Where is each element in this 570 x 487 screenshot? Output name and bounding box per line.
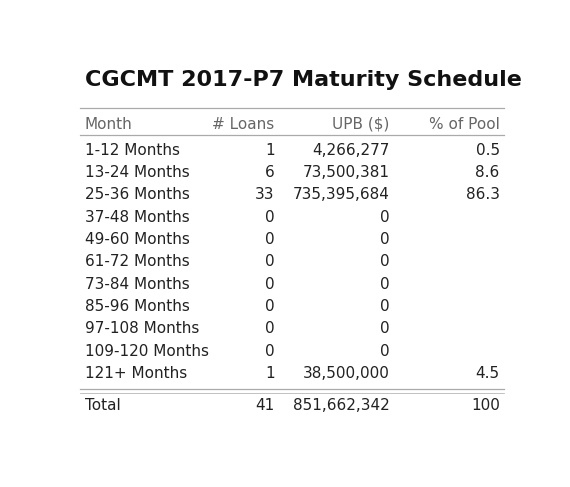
- Text: 0: 0: [380, 277, 389, 292]
- Text: 25-36 Months: 25-36 Months: [84, 187, 189, 203]
- Text: 0: 0: [380, 254, 389, 269]
- Text: 6: 6: [264, 165, 275, 180]
- Text: % of Pool: % of Pool: [429, 116, 500, 131]
- Text: 0: 0: [265, 277, 275, 292]
- Text: 0: 0: [380, 344, 389, 359]
- Text: 86.3: 86.3: [466, 187, 500, 203]
- Text: 735,395,684: 735,395,684: [292, 187, 389, 203]
- Text: 73-84 Months: 73-84 Months: [84, 277, 189, 292]
- Text: 0: 0: [265, 299, 275, 314]
- Text: 0: 0: [265, 321, 275, 337]
- Text: 121+ Months: 121+ Months: [84, 366, 187, 381]
- Text: 49-60 Months: 49-60 Months: [84, 232, 189, 247]
- Text: 0: 0: [380, 232, 389, 247]
- Text: 100: 100: [471, 398, 500, 413]
- Text: 1: 1: [265, 143, 275, 158]
- Text: 73,500,381: 73,500,381: [302, 165, 389, 180]
- Text: UPB ($): UPB ($): [332, 116, 389, 131]
- Text: CGCMT 2017-P7 Maturity Schedule: CGCMT 2017-P7 Maturity Schedule: [84, 70, 522, 90]
- Text: 41: 41: [255, 398, 275, 413]
- Text: 0: 0: [265, 254, 275, 269]
- Text: 97-108 Months: 97-108 Months: [84, 321, 199, 337]
- Text: 4.5: 4.5: [475, 366, 500, 381]
- Text: 4,266,277: 4,266,277: [312, 143, 389, 158]
- Text: 85-96 Months: 85-96 Months: [84, 299, 189, 314]
- Text: 109-120 Months: 109-120 Months: [84, 344, 209, 359]
- Text: 0: 0: [265, 344, 275, 359]
- Text: 0: 0: [265, 210, 275, 225]
- Text: Month: Month: [84, 116, 132, 131]
- Text: 0: 0: [380, 321, 389, 337]
- Text: 61-72 Months: 61-72 Months: [84, 254, 189, 269]
- Text: 37-48 Months: 37-48 Months: [84, 210, 189, 225]
- Text: 0.5: 0.5: [475, 143, 500, 158]
- Text: 0: 0: [265, 232, 275, 247]
- Text: 38,500,000: 38,500,000: [303, 366, 389, 381]
- Text: 8.6: 8.6: [475, 165, 500, 180]
- Text: Total: Total: [84, 398, 120, 413]
- Text: 13-24 Months: 13-24 Months: [84, 165, 189, 180]
- Text: 33: 33: [255, 187, 275, 203]
- Text: 0: 0: [380, 210, 389, 225]
- Text: 851,662,342: 851,662,342: [292, 398, 389, 413]
- Text: 1-12 Months: 1-12 Months: [84, 143, 180, 158]
- Text: 1: 1: [265, 366, 275, 381]
- Text: 0: 0: [380, 299, 389, 314]
- Text: # Loans: # Loans: [212, 116, 275, 131]
